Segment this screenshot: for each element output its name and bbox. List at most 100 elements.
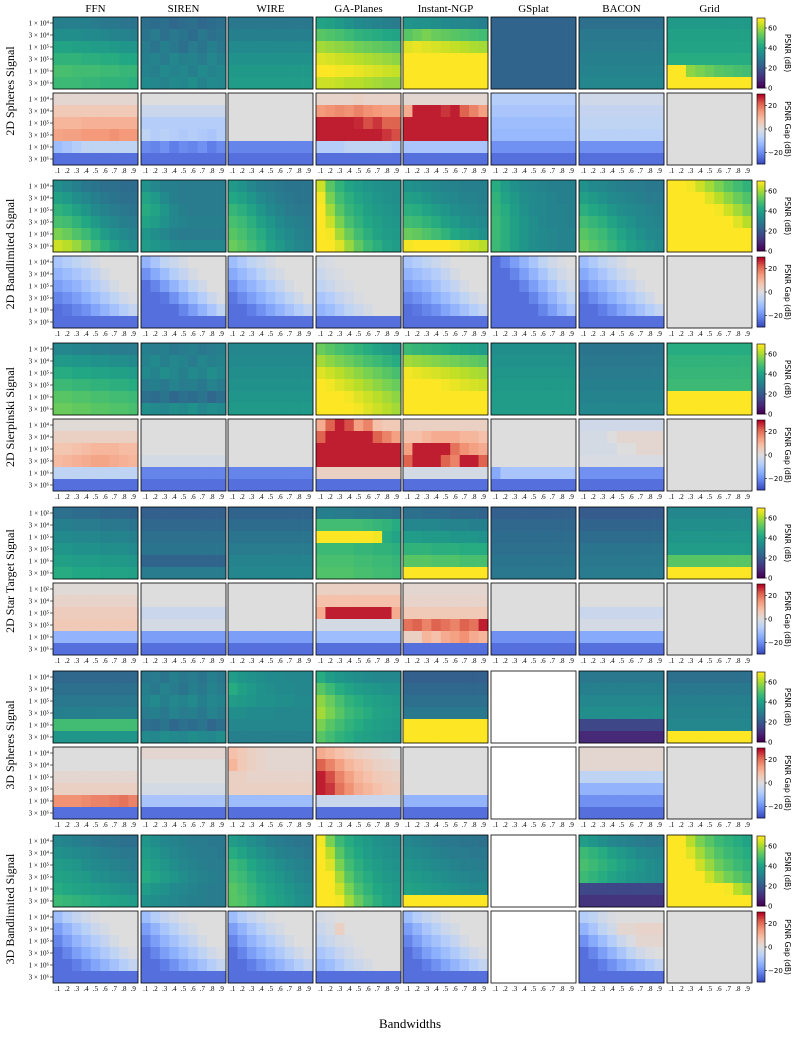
x-tick-label: .2: [240, 657, 246, 665]
heatmap-cell: [53, 507, 63, 519]
heatmap-cell: [266, 467, 276, 479]
heatmap-cell: [91, 304, 101, 316]
heatmap-cell: [100, 695, 110, 707]
heatmap-cell: [431, 543, 441, 555]
heatmap-cell: [91, 531, 101, 543]
x-tick-label: .1: [230, 167, 236, 175]
heatmap-cell: [655, 65, 665, 77]
heatmap-cell: [636, 607, 646, 619]
heatmap-cell: [354, 443, 364, 455]
heatmap-cell: [325, 41, 335, 53]
heatmap-cell: [285, 671, 295, 683]
heatmap-cell: [450, 77, 460, 89]
heatmap-cell: [169, 316, 179, 328]
heatmap-cell: [129, 455, 139, 467]
heatmap-cell: [617, 180, 627, 192]
heatmap-cell: [373, 268, 383, 280]
colorbar-tick-label: 60: [768, 351, 777, 359]
heatmap-cell: [479, 595, 489, 607]
heatmap-cell: [266, 216, 276, 228]
heatmap-cell: [335, 567, 345, 579]
heatmap-cell: [354, 355, 364, 367]
x-tick-label: .1: [318, 330, 324, 338]
heatmap-cell: [188, 77, 198, 89]
heatmap-cell: [392, 316, 402, 328]
heatmap-cell: [469, 379, 479, 391]
heatmap-cell: [382, 431, 392, 443]
heatmap-cell: [160, 316, 170, 328]
heatmap-cell: [72, 771, 82, 783]
heatmap-cell: [119, 77, 129, 89]
heatmap-cell: [743, 379, 753, 391]
heatmap-cell: [62, 419, 72, 431]
heatmap-cell: [160, 216, 170, 228]
heatmap-cell: [588, 53, 598, 65]
x-tick-label: .2: [503, 657, 509, 665]
heatmap-cell: [538, 431, 548, 443]
heatmap-cell: [188, 153, 198, 165]
heatmap-cell: [567, 280, 577, 292]
heatmap-cell: [100, 65, 110, 77]
heatmap-cell: [256, 555, 266, 567]
heatmap-cell: [500, 53, 510, 65]
heatmap-cell: [179, 519, 189, 531]
heatmap-cell: [129, 807, 139, 819]
heatmap-cell: [188, 531, 198, 543]
heatmap-cell: [500, 507, 510, 519]
heatmap-cell: [325, 519, 335, 531]
heatmap-cell: [160, 228, 170, 240]
heatmap-cell: [237, 531, 247, 543]
heatmap-cell: [256, 707, 266, 719]
psnr-ga-planes-grid: [316, 671, 401, 743]
heatmap-cell: [617, 443, 627, 455]
heatmap-cell: [207, 41, 217, 53]
heatmap-cell: [510, 519, 520, 531]
heatmap-cell: [538, 355, 548, 367]
heatmap-cell: [392, 240, 402, 252]
heatmap-cell: [705, 65, 715, 77]
heatmap-cell: [294, 304, 304, 316]
heatmap-cell: [733, 117, 743, 129]
heatmap-cell: [500, 595, 510, 607]
heatmap-cell: [714, 379, 724, 391]
heatmap-cell: [724, 467, 734, 479]
y-tick-label: 1 × 10²: [29, 510, 49, 518]
gap-gsplat-grid: [491, 93, 576, 165]
heatmap-cell: [636, 192, 646, 204]
heatmap-cell: [275, 543, 285, 555]
heatmap-cell: [705, 479, 715, 491]
x-tick-label: .2: [679, 167, 685, 175]
heatmap-cell: [247, 631, 257, 643]
heatmap-cell: [179, 783, 189, 795]
heatmap-cell: [72, 256, 82, 268]
heatmap-cell: [217, 105, 227, 117]
heatmap-cell: [431, 391, 441, 403]
heatmap-cell: [150, 256, 160, 268]
heatmap-cell: [304, 807, 314, 819]
heatmap-cell: [403, 719, 413, 731]
heatmap-cell: [529, 419, 539, 431]
heatmap-cell: [373, 29, 383, 41]
gap-ga-planes-grid: [316, 93, 401, 165]
heatmap-cell: [667, 543, 677, 555]
heatmap-cell: [667, 280, 677, 292]
heatmap-cell: [325, 17, 335, 29]
x-tick-label: .3: [337, 657, 343, 665]
heatmap-cell: [705, 228, 715, 240]
heatmap-cell: [110, 77, 120, 89]
heatmap-cell: [81, 316, 91, 328]
heatmap-cell: [344, 93, 354, 105]
colorbar-tick-label: 20: [768, 391, 777, 399]
heatmap-cell: [363, 65, 373, 77]
heatmap-cell: [62, 367, 72, 379]
heatmap-cell: [275, 695, 285, 707]
heatmap-cell: [645, 467, 655, 479]
heatmap-cell: [626, 595, 636, 607]
psnr-grid-grid: [667, 507, 752, 579]
heatmap-cell: [460, 77, 470, 89]
heatmap-cell: [266, 671, 276, 683]
heatmap-cell: [247, 228, 257, 240]
heatmap-cell: [179, 643, 189, 655]
heatmap-cell: [714, 543, 724, 555]
